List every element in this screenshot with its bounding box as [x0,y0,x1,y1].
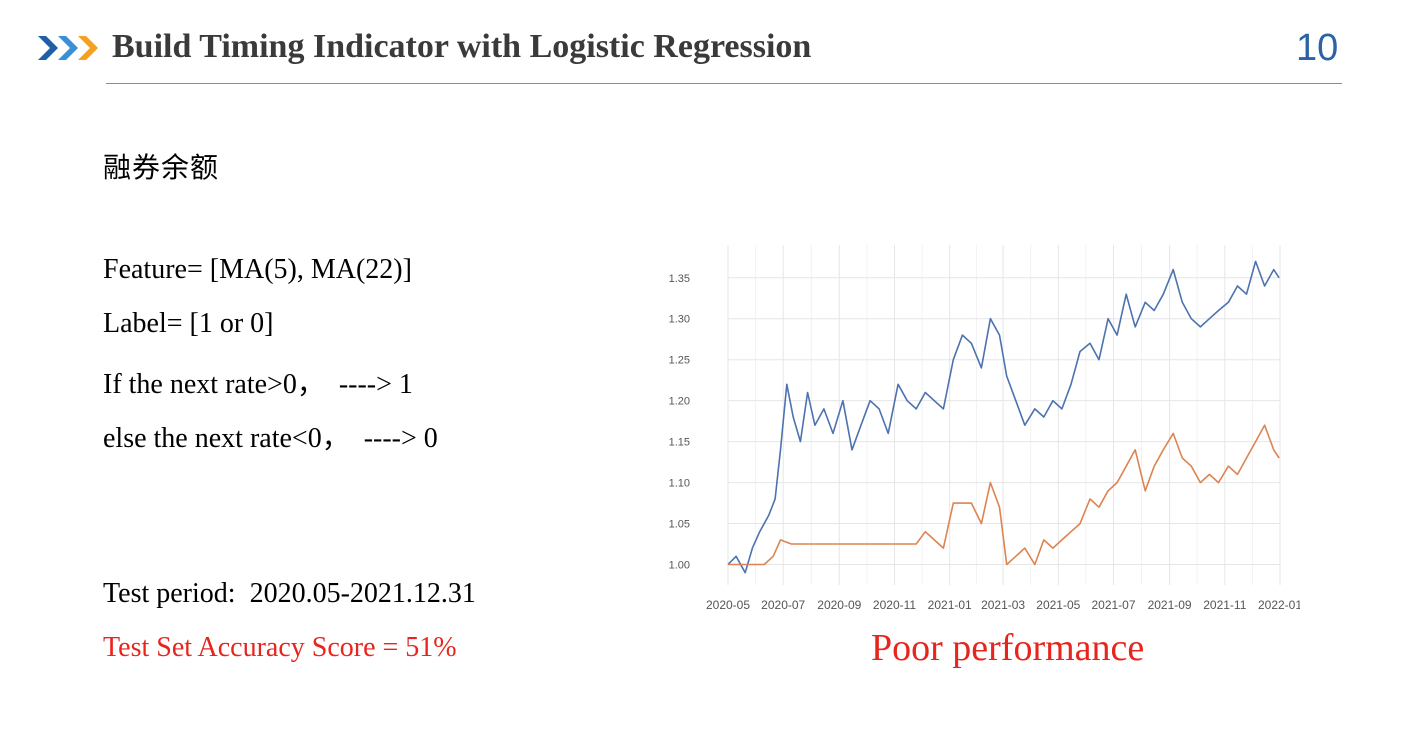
x-tick-label: 2021-01 [928,598,972,612]
x-tick-label: 2021-05 [1036,598,1080,612]
y-tick-label: 1.25 [669,355,690,367]
x-tick-label: 2020-05 [706,598,750,612]
y-tick-label: 1.10 [669,478,690,490]
test-period-line: Test period: 2020.05-2021.12.31 [103,578,476,609]
feature-line: Feature= [MA(5), MA(22)] [103,254,412,285]
x-tick-label: 2020-07 [761,598,805,612]
x-tick-label: 2020-11 [873,598,916,612]
x-tick-label: 2020-09 [817,598,861,612]
page-number: 10 [1296,27,1339,69]
y-tick-label: 1.05 [669,519,690,531]
chart-caption: Poor performance [871,627,1145,669]
chart-series [727,260,1280,574]
y-tick-label: 1.20 [669,396,690,408]
rule-up-line: If the next rate>0， ----> 1 [103,369,413,400]
x-tick-label: 2021-09 [1148,598,1192,612]
x-tick-label: 2022-01 [1258,598,1300,612]
y-tick-label: 1.35 [669,273,690,285]
x-tick-label: 2021-11 [1203,598,1246,612]
performance-line-chart: 1.00 1.05 1.10 1.15 1.20 1.25 1.30 1.35 2020-05… [669,245,1300,612]
label-line: Label= [1 or 0] [103,308,274,339]
series-line-1 [727,260,1280,574]
chart-grid [727,245,1281,585]
section-subtitle: 融券余额 [103,151,220,184]
series-line-2 [728,424,1280,566]
y-axis-ticks: 1.00 1.05 1.10 1.15 1.20 1.25 1.30 1.35 [669,273,690,572]
slide-title: Build Timing Indicator with Logistic Reg… [112,28,812,65]
x-tick-label: 2021-03 [981,598,1025,612]
header-divider [106,83,1342,84]
x-tick-label: 2021-07 [1091,598,1135,612]
y-tick-label: 1.00 [669,560,690,572]
y-tick-label: 1.30 [669,314,690,326]
rule-down-line: else the next rate<0， ----> 0 [103,423,438,454]
triple-chevron-icon [38,36,98,60]
y-tick-label: 1.15 [669,437,690,449]
x-axis-ticks: 2020-05 2020-07 2020-09 2020-11 2021-01 2021-… [706,598,1300,612]
accuracy-score-line: Test Set Accuracy Score = 51% [103,632,457,663]
